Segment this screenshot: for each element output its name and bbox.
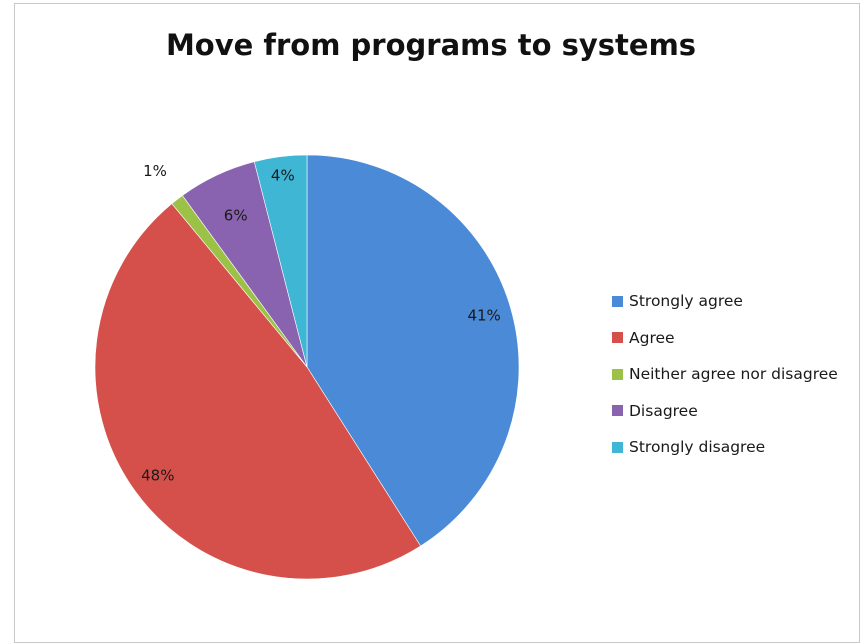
chart-title: Move from programs to systems <box>165 28 697 62</box>
legend-label-strongly-disagree: Strongly disagree <box>629 438 766 457</box>
legend-swatch-strongly-agree <box>612 295 623 307</box>
legend-item-strongly-disagree: Strongly disagree <box>612 429 860 466</box>
data-label-neither-agree-nor-disagree: 1% <box>143 162 167 180</box>
legend-swatch-neither-agree-nor-disagree <box>612 368 623 380</box>
data-label-strongly-agree: 41% <box>467 307 500 325</box>
legend-label-strongly-agree: Strongly agree <box>629 292 743 311</box>
pie-slice-strongly-agree <box>306 154 520 547</box>
legend-label-neither-agree-nor-disagree: Neither agree nor disagree <box>629 365 838 384</box>
legend-swatch-agree <box>612 332 623 344</box>
legend: Strongly agree Agree Neither agree nor dis… <box>612 283 860 466</box>
legend-item-neither-agree-nor-disagree: Neither agree nor disagree <box>612 356 860 393</box>
legend-item-strongly-agree: Strongly agree <box>612 283 860 320</box>
data-label-agree: 48% <box>141 466 174 484</box>
pie-slice-agree <box>94 203 422 580</box>
legend-swatch-strongly-disagree <box>612 441 623 453</box>
legend-label-disagree: Disagree <box>629 401 698 420</box>
data-label-strongly-disagree: 4% <box>271 167 295 185</box>
pie-slice-strongly-disagree <box>253 154 308 368</box>
data-label-disagree: 6% <box>224 206 248 224</box>
legend-swatch-disagree <box>612 405 623 417</box>
legend-item-agree: Agree <box>612 320 860 357</box>
legend-item-disagree: Disagree <box>612 393 860 430</box>
legend-label-agree: Agree <box>629 328 675 347</box>
